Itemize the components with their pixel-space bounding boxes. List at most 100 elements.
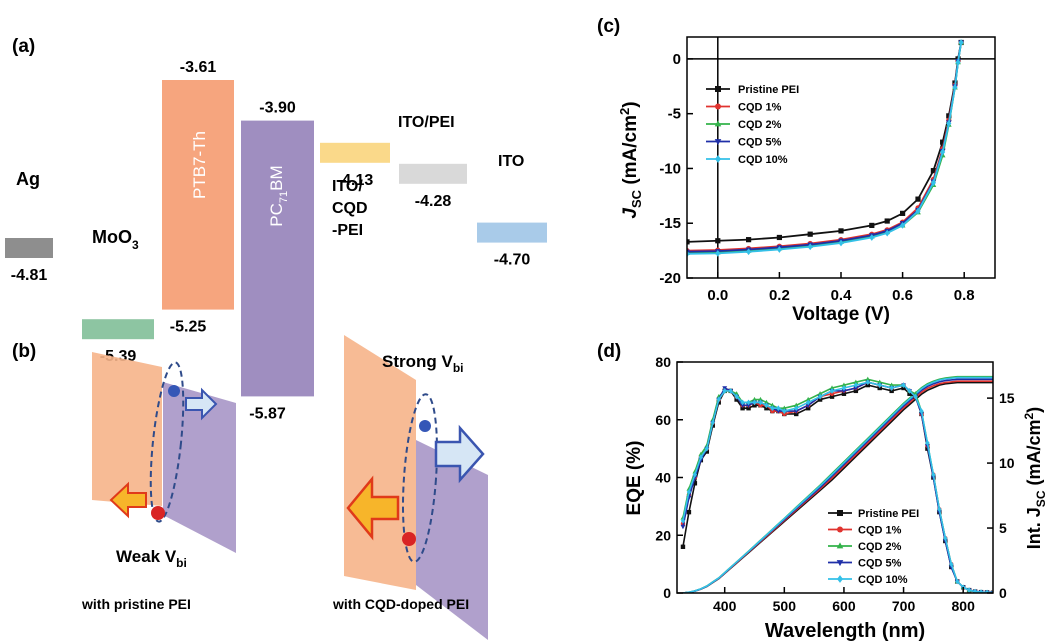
eqe-point-4-2 xyxy=(692,471,698,478)
level-name-4-line2: CQD xyxy=(332,200,368,217)
eqe-point-4-3 xyxy=(698,454,704,461)
eqe-point-0-11 xyxy=(746,406,751,411)
eqe-legend-label-0: Pristine PEI xyxy=(858,508,919,520)
eqe-point-4-4 xyxy=(704,445,710,452)
eqe-legend-label-3: CQD 5% xyxy=(858,558,902,570)
panel-d-eqe-chart: (d) 400 500 600 700 800020406080051015Wavele… xyxy=(597,341,1048,642)
jv-point-0-4 xyxy=(807,231,813,237)
level-bar-3 xyxy=(241,120,314,397)
jv-point-4-2 xyxy=(746,248,752,256)
level-value-0: -4.81 xyxy=(11,267,48,284)
jv-point-4-6 xyxy=(869,234,875,241)
level-value-top-2: -3.61 xyxy=(180,59,217,76)
jv-legend-label-3: CQD 5% xyxy=(738,137,782,149)
eqe-ylabel-right: Int. JSC (mA/cm2) xyxy=(1022,407,1048,549)
level-value-top-3: -3.90 xyxy=(259,100,296,117)
level-value-bottom-3: -5.87 xyxy=(249,405,286,422)
eqe-point-4-36 xyxy=(955,578,960,585)
jv-xtick-label-4: 0.8 xyxy=(954,287,975,304)
eqe-point-0-23 xyxy=(853,388,859,394)
eqe-ytick-right-label-3: 15 xyxy=(999,390,1015,406)
jv-point-4-12 xyxy=(946,120,952,127)
panel-b-band-bending: (b) Weak Vbi with pristine PEI Strong Vb… xyxy=(12,335,488,640)
eqe-point-4-5 xyxy=(710,419,715,426)
jv-xtick-label-2: 0.4 xyxy=(831,287,853,304)
eqe-point-0-24 xyxy=(865,382,870,388)
left-caption: with pristine PEI xyxy=(81,596,191,612)
left-hole-arrow-icon xyxy=(109,481,147,519)
right-hole-dot xyxy=(402,532,416,546)
eqe-point-4-33 xyxy=(937,506,942,513)
eqe-ytick-right-label-1: 5 xyxy=(999,520,1007,536)
level-name-4-line3: -PEI xyxy=(332,222,363,239)
level-bar-0 xyxy=(5,238,53,258)
right-electron-dot xyxy=(419,420,431,432)
left-acceptor-block xyxy=(163,382,236,553)
left-electron-dot xyxy=(168,385,180,397)
eqe-ytick-label-0: 0 xyxy=(663,585,671,601)
eqe-point-4-31 xyxy=(925,439,930,446)
panel-a-label: (a) xyxy=(12,36,35,57)
eqe-xtick-label-4: 800 xyxy=(952,598,976,614)
eqe-point-4-25 xyxy=(877,382,882,388)
right-acceptor-block xyxy=(416,440,488,640)
eqe-point-0-27 xyxy=(901,385,906,391)
eqe-point-1-13 xyxy=(758,403,763,408)
eqe-point-2-20 xyxy=(817,391,823,396)
jv-point-0-3 xyxy=(776,234,782,241)
jv-xlabel: Voltage (V) xyxy=(792,304,890,325)
panel-d-label: (d) xyxy=(597,341,621,362)
eqe-point-4-34 xyxy=(943,535,948,541)
eqe-point-4-29 xyxy=(913,393,918,400)
jv-ytick-label-0: -20 xyxy=(659,270,681,287)
jv-series-line-1 xyxy=(687,42,963,252)
eqe-point-4-41 xyxy=(984,589,990,593)
eqe-point-4-17 xyxy=(782,408,787,414)
jv-ylabel: JSC (mA/cm2) xyxy=(617,101,644,218)
eqe-point-4-12 xyxy=(752,399,757,406)
jv-point-0-6 xyxy=(869,222,875,229)
eqe-point-4-8 xyxy=(728,388,733,394)
eqe-point-4-21 xyxy=(829,388,835,394)
jv-point-0-2 xyxy=(746,237,752,243)
eqe-ytick-label-2: 40 xyxy=(655,470,671,486)
jv-point-4-3 xyxy=(776,246,782,253)
jv-legend-label-4: CQD 10% xyxy=(738,154,788,166)
left-donor-block xyxy=(92,352,162,506)
jv-point-4-5 xyxy=(838,239,844,247)
eqe-xlabel: Wavelength (nm) xyxy=(765,620,925,642)
level-name-5: ITO/PEI xyxy=(398,114,455,131)
eqe-point-0-21 xyxy=(829,394,835,399)
level-value-4: -4.13 xyxy=(337,172,374,189)
eqe-point-0-25 xyxy=(877,385,882,391)
eqe-legend-label-4: CQD 10% xyxy=(858,574,908,586)
jv-legend-label-1: CQD 1% xyxy=(738,102,782,114)
eqe-point-2-26 xyxy=(889,382,895,387)
level-bar-4 xyxy=(320,142,390,163)
jv-legend-marker-3 xyxy=(714,139,722,146)
jv-legend-label-2: CQD 2% xyxy=(738,119,782,131)
eqe-point-4-30 xyxy=(919,408,924,414)
eqe-legend-label-1: CQD 1% xyxy=(858,525,902,537)
eqe-point-4-23 xyxy=(853,382,859,388)
jv-point-4-4 xyxy=(807,243,813,251)
right-exciton-ellipse xyxy=(401,393,439,563)
eqe-point-2-13 xyxy=(758,396,763,402)
jv-ytick-label-1: -15 xyxy=(659,215,681,232)
eqe-point-2-15 xyxy=(769,402,775,408)
eqe-point-4-14 xyxy=(764,402,769,409)
eqe-ytick-label-3: 60 xyxy=(655,412,671,428)
eqe-point-4-19 xyxy=(805,399,811,406)
jv-point-0-5 xyxy=(838,228,844,234)
left-exciton-ellipse xyxy=(149,361,185,523)
eqe-point-4-16 xyxy=(776,405,781,412)
jv-series-line-4 xyxy=(687,42,963,255)
left-electron-arrow-icon xyxy=(185,387,218,421)
jv-legend-marker-4 xyxy=(715,155,721,163)
right-hole-arrow-icon xyxy=(346,475,400,541)
jv-point-4-15 xyxy=(958,39,964,46)
jv-legend-label-0: Pristine PEI xyxy=(738,84,799,96)
eqe-point-0-22 xyxy=(841,391,847,396)
jv-point-4-7 xyxy=(884,229,890,237)
